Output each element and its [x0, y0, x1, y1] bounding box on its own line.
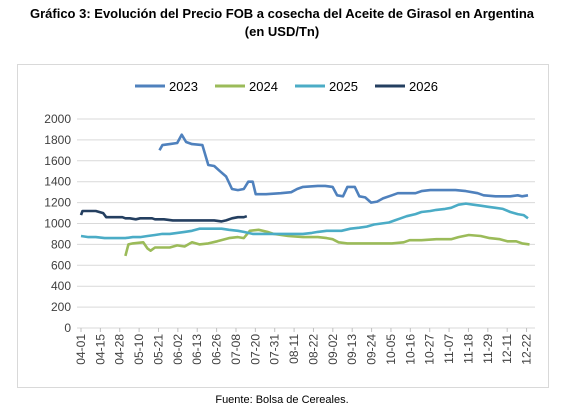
legend-label-2025: 2025: [329, 79, 358, 94]
legend-label-2024: 2024: [249, 79, 278, 94]
x-tick-label: 12-11: [500, 334, 514, 364]
x-tick-label: 11-29: [481, 334, 495, 364]
y-tick-label: 1200: [44, 196, 71, 210]
line-chart: 0 200 400 600 800 1000 1200 1400 1600 1800 2000 04-…: [18, 65, 548, 387]
x-tick-label: 09-24: [365, 334, 379, 365]
x-tick-label: 07-20: [248, 334, 262, 365]
x-tick-label: 11-07: [442, 334, 456, 364]
y-tick-label: 2000: [44, 112, 71, 126]
y-tick-label: 800: [51, 237, 71, 251]
x-tick-label: 10-05: [384, 334, 398, 365]
series-line-2025: [81, 204, 528, 239]
x-tick-label: 09-02: [326, 334, 340, 365]
legend-label-2026: 2026: [409, 79, 438, 94]
x-tick-label: 04-15: [93, 334, 107, 365]
x-tick-label: 06-02: [171, 334, 185, 365]
x-tick-label: 07-08: [229, 334, 243, 365]
x-tick-label: 08-22: [306, 334, 320, 365]
x-tick-label: 10-27: [423, 334, 437, 365]
y-tick-label: 1400: [44, 175, 71, 189]
y-tick-label: 1000: [44, 217, 71, 231]
x-tick-label: 05-10: [132, 334, 146, 365]
x-tick-label: 06-13: [190, 334, 204, 365]
source-note: Fuente: Bolsa de Cereales.: [0, 394, 564, 406]
series-line-2023: [160, 135, 529, 203]
x-tick-label: 08-11: [287, 334, 301, 364]
chart-frame: 0 200 400 600 800 1000 1200 1400 1600 1800 2000 04-…: [17, 64, 549, 388]
x-tick-label: 10-16: [403, 334, 417, 365]
chart-title-line2: (en USD/Tn): [0, 24, 564, 40]
x-tick-label: 06-26: [210, 334, 224, 365]
x-tick-label: 04-28: [113, 334, 127, 365]
x-tick-label: 04-01: [74, 334, 88, 365]
series-line-2024: [125, 230, 529, 256]
y-tick-label: 200: [51, 300, 71, 314]
y-tick-label: 1600: [44, 154, 71, 168]
series-line-2026: [81, 211, 247, 221]
x-tick-label: 09-13: [345, 334, 359, 365]
x-tick-label: 07-31: [268, 334, 282, 365]
y-tick-label: 600: [51, 258, 71, 272]
x-tick-label: 12-22: [520, 334, 534, 365]
chart-title-line1: Gráfico 3: Evolución del Precio FOB a co…: [0, 6, 564, 22]
x-tick-label: 05-21: [151, 334, 165, 365]
y-tick-label: 1800: [44, 133, 71, 147]
x-tick-label: 11-18: [461, 334, 475, 364]
legend-label-2023: 2023: [169, 79, 198, 94]
y-tick-label: 0: [64, 321, 71, 335]
y-tick-label: 400: [51, 279, 71, 293]
